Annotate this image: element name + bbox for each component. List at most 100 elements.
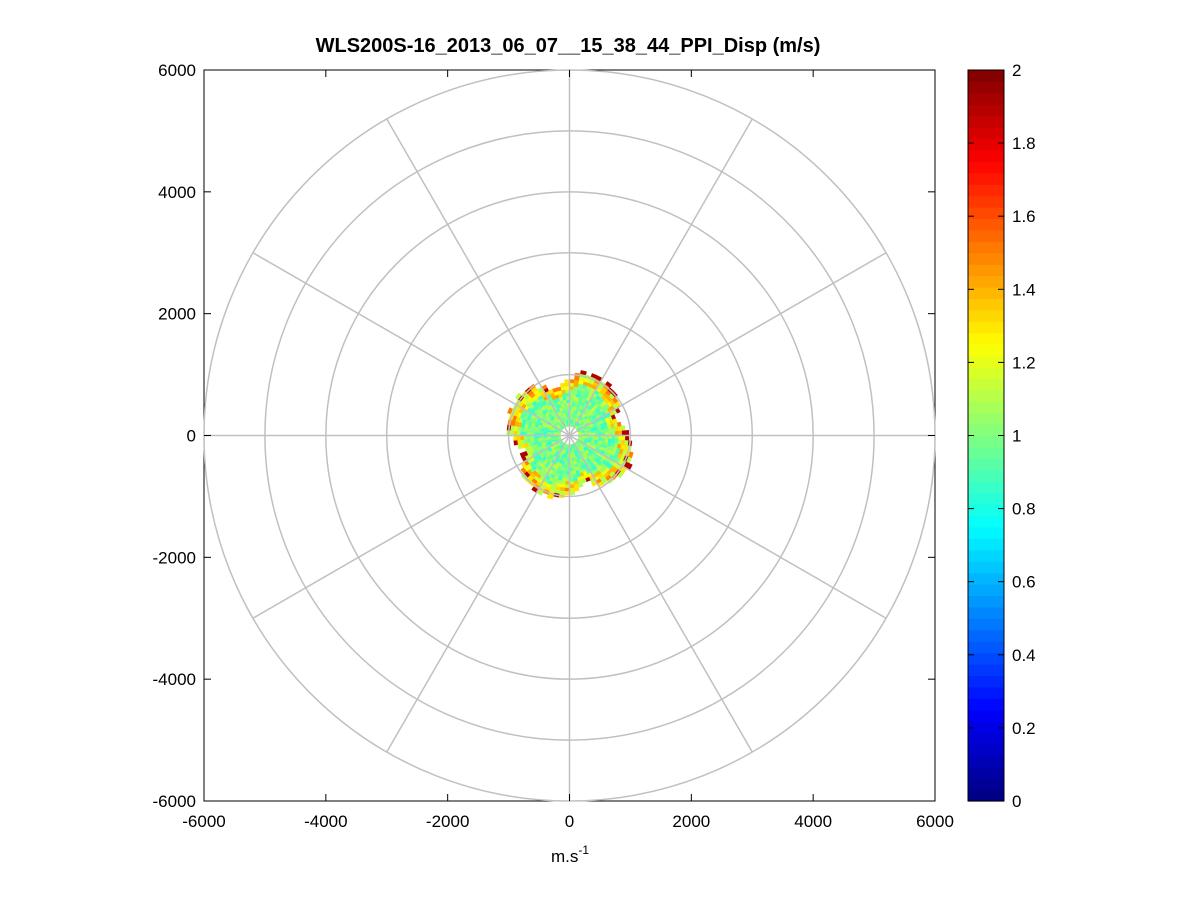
colorbar-step <box>968 275 1004 288</box>
colorbar-step <box>968 104 1004 117</box>
radial-spoke <box>386 118 571 436</box>
colorbar-tick-label: 0.4 <box>1012 646 1036 665</box>
radial-spoke <box>252 434 570 619</box>
colorbar-step <box>968 458 1004 471</box>
colorbar-step <box>968 446 1004 459</box>
colorbar-step <box>968 778 1004 791</box>
data-cell <box>540 437 545 441</box>
y-tick-label: 6000 <box>158 61 196 80</box>
data-cell <box>515 392 522 400</box>
colorbar-step <box>968 332 1004 345</box>
colorbar-step <box>968 298 1004 311</box>
x-axis-ticks: -6000 -4000 -2000 0 2000 4000 6000 <box>182 70 954 831</box>
data-cell <box>517 443 523 450</box>
colorbar-step <box>968 81 1004 94</box>
data-cell <box>577 482 584 488</box>
colorbar-step <box>968 344 1004 357</box>
colorbar-step <box>968 492 1004 505</box>
colorbar-step <box>968 401 1004 414</box>
radial-spoke <box>386 435 571 753</box>
colorbar-step <box>968 424 1004 437</box>
colorbar-step <box>968 149 1004 162</box>
plot-area: -6000 -4000 -2000 0 2000 4000 6000 6000 4000 200… <box>153 61 954 831</box>
chart-title: WLS200S-16_2013_06_07__15_38_44_PPI_Disp… <box>316 35 821 57</box>
data-cell <box>560 382 566 388</box>
polar-grid <box>203 69 936 802</box>
colorbar-step <box>968 287 1004 300</box>
colorbar-step <box>968 526 1004 539</box>
data-cell <box>594 430 599 434</box>
colorbar-tick-label: 0 <box>1012 792 1021 811</box>
colorbar-step <box>968 549 1004 562</box>
colorbar-step <box>968 698 1004 711</box>
colorbar-ticks: 0 0.2 0.4 0.6 0.8 1 1.2 1.4 1.6 1.8 2 <box>968 61 1036 811</box>
colorbar-step <box>968 663 1004 676</box>
colorbar-step <box>968 218 1004 231</box>
x-axis-label-main: m.s <box>551 847 578 866</box>
data-cell <box>520 467 527 475</box>
radial-spoke <box>568 118 753 436</box>
radial-spoke <box>252 252 570 437</box>
colorbar-step <box>968 641 1004 654</box>
y-tick-label: -4000 <box>153 670 196 689</box>
data-cell <box>564 491 570 496</box>
colorbar-step <box>968 789 1004 802</box>
y-tick-label: -6000 <box>153 792 196 811</box>
colorbar-step <box>968 572 1004 585</box>
colorbar-tick-label: 0.2 <box>1012 719 1036 738</box>
x-tick-label: -4000 <box>304 812 347 831</box>
colorbar-tick-label: 1.6 <box>1012 207 1036 226</box>
colorbar-step <box>968 652 1004 665</box>
x-tick-label: -2000 <box>426 812 469 831</box>
data-cell <box>616 421 622 428</box>
colorbar-step <box>968 138 1004 151</box>
colorbar-step <box>968 469 1004 482</box>
radial-spoke <box>568 435 753 753</box>
colorbar-step <box>968 264 1004 277</box>
data-cell <box>507 407 513 415</box>
data-cell <box>564 406 568 411</box>
colorbar-step <box>968 629 1004 642</box>
colorbar-step <box>968 743 1004 756</box>
colorbar-step <box>968 184 1004 197</box>
colorbar-step <box>968 70 1004 83</box>
colorbar-step <box>968 309 1004 322</box>
data-cell <box>625 435 630 441</box>
y-tick-label: 4000 <box>158 183 196 202</box>
colorbar-step <box>968 241 1004 254</box>
colorbar-tick-label: 0.6 <box>1012 573 1036 592</box>
colorbar-tick-label: 1 <box>1012 427 1021 446</box>
colorbar-tick-label: 0.8 <box>1012 500 1036 519</box>
data-cell <box>573 487 580 492</box>
y-axis-ticks: 6000 4000 2000 0 -2000 -4000 -6000 <box>153 61 935 811</box>
colorbar-step <box>968 618 1004 631</box>
colorbar-step <box>968 595 1004 608</box>
colorbar-step <box>968 321 1004 334</box>
data-cell <box>509 430 514 436</box>
colorbar-step <box>968 172 1004 185</box>
colorbar-step <box>968 606 1004 619</box>
colorbar-tick-label: 1.2 <box>1012 353 1036 372</box>
colorbar: 0 0.2 0.4 0.6 0.8 1 1.2 1.4 1.6 1.8 2 <box>967 61 1036 811</box>
x-tick-label: 6000 <box>916 812 954 831</box>
colorbar-step <box>968 686 1004 699</box>
data-cell <box>617 471 624 479</box>
colorbar-step <box>968 252 1004 265</box>
x-tick-label: -6000 <box>182 812 225 831</box>
radial-spoke <box>569 252 887 437</box>
x-tick-label: 0 <box>565 812 574 831</box>
colorbar-tick-label: 2 <box>1012 61 1021 80</box>
data-cell <box>519 452 526 459</box>
y-tick-label: 2000 <box>158 305 196 324</box>
colorbar-step <box>968 115 1004 128</box>
colorbar-step <box>968 481 1004 494</box>
data-cell <box>625 430 630 436</box>
colorbar-step <box>968 127 1004 140</box>
colorbar-tick-label: 1.4 <box>1012 280 1036 299</box>
x-tick-label: 4000 <box>794 812 832 831</box>
x-axis-label: m.s-1 <box>551 843 589 866</box>
colorbar-step <box>968 389 1004 402</box>
x-axis-label-superscript: -1 <box>578 843 589 857</box>
colorbar-step <box>968 515 1004 528</box>
